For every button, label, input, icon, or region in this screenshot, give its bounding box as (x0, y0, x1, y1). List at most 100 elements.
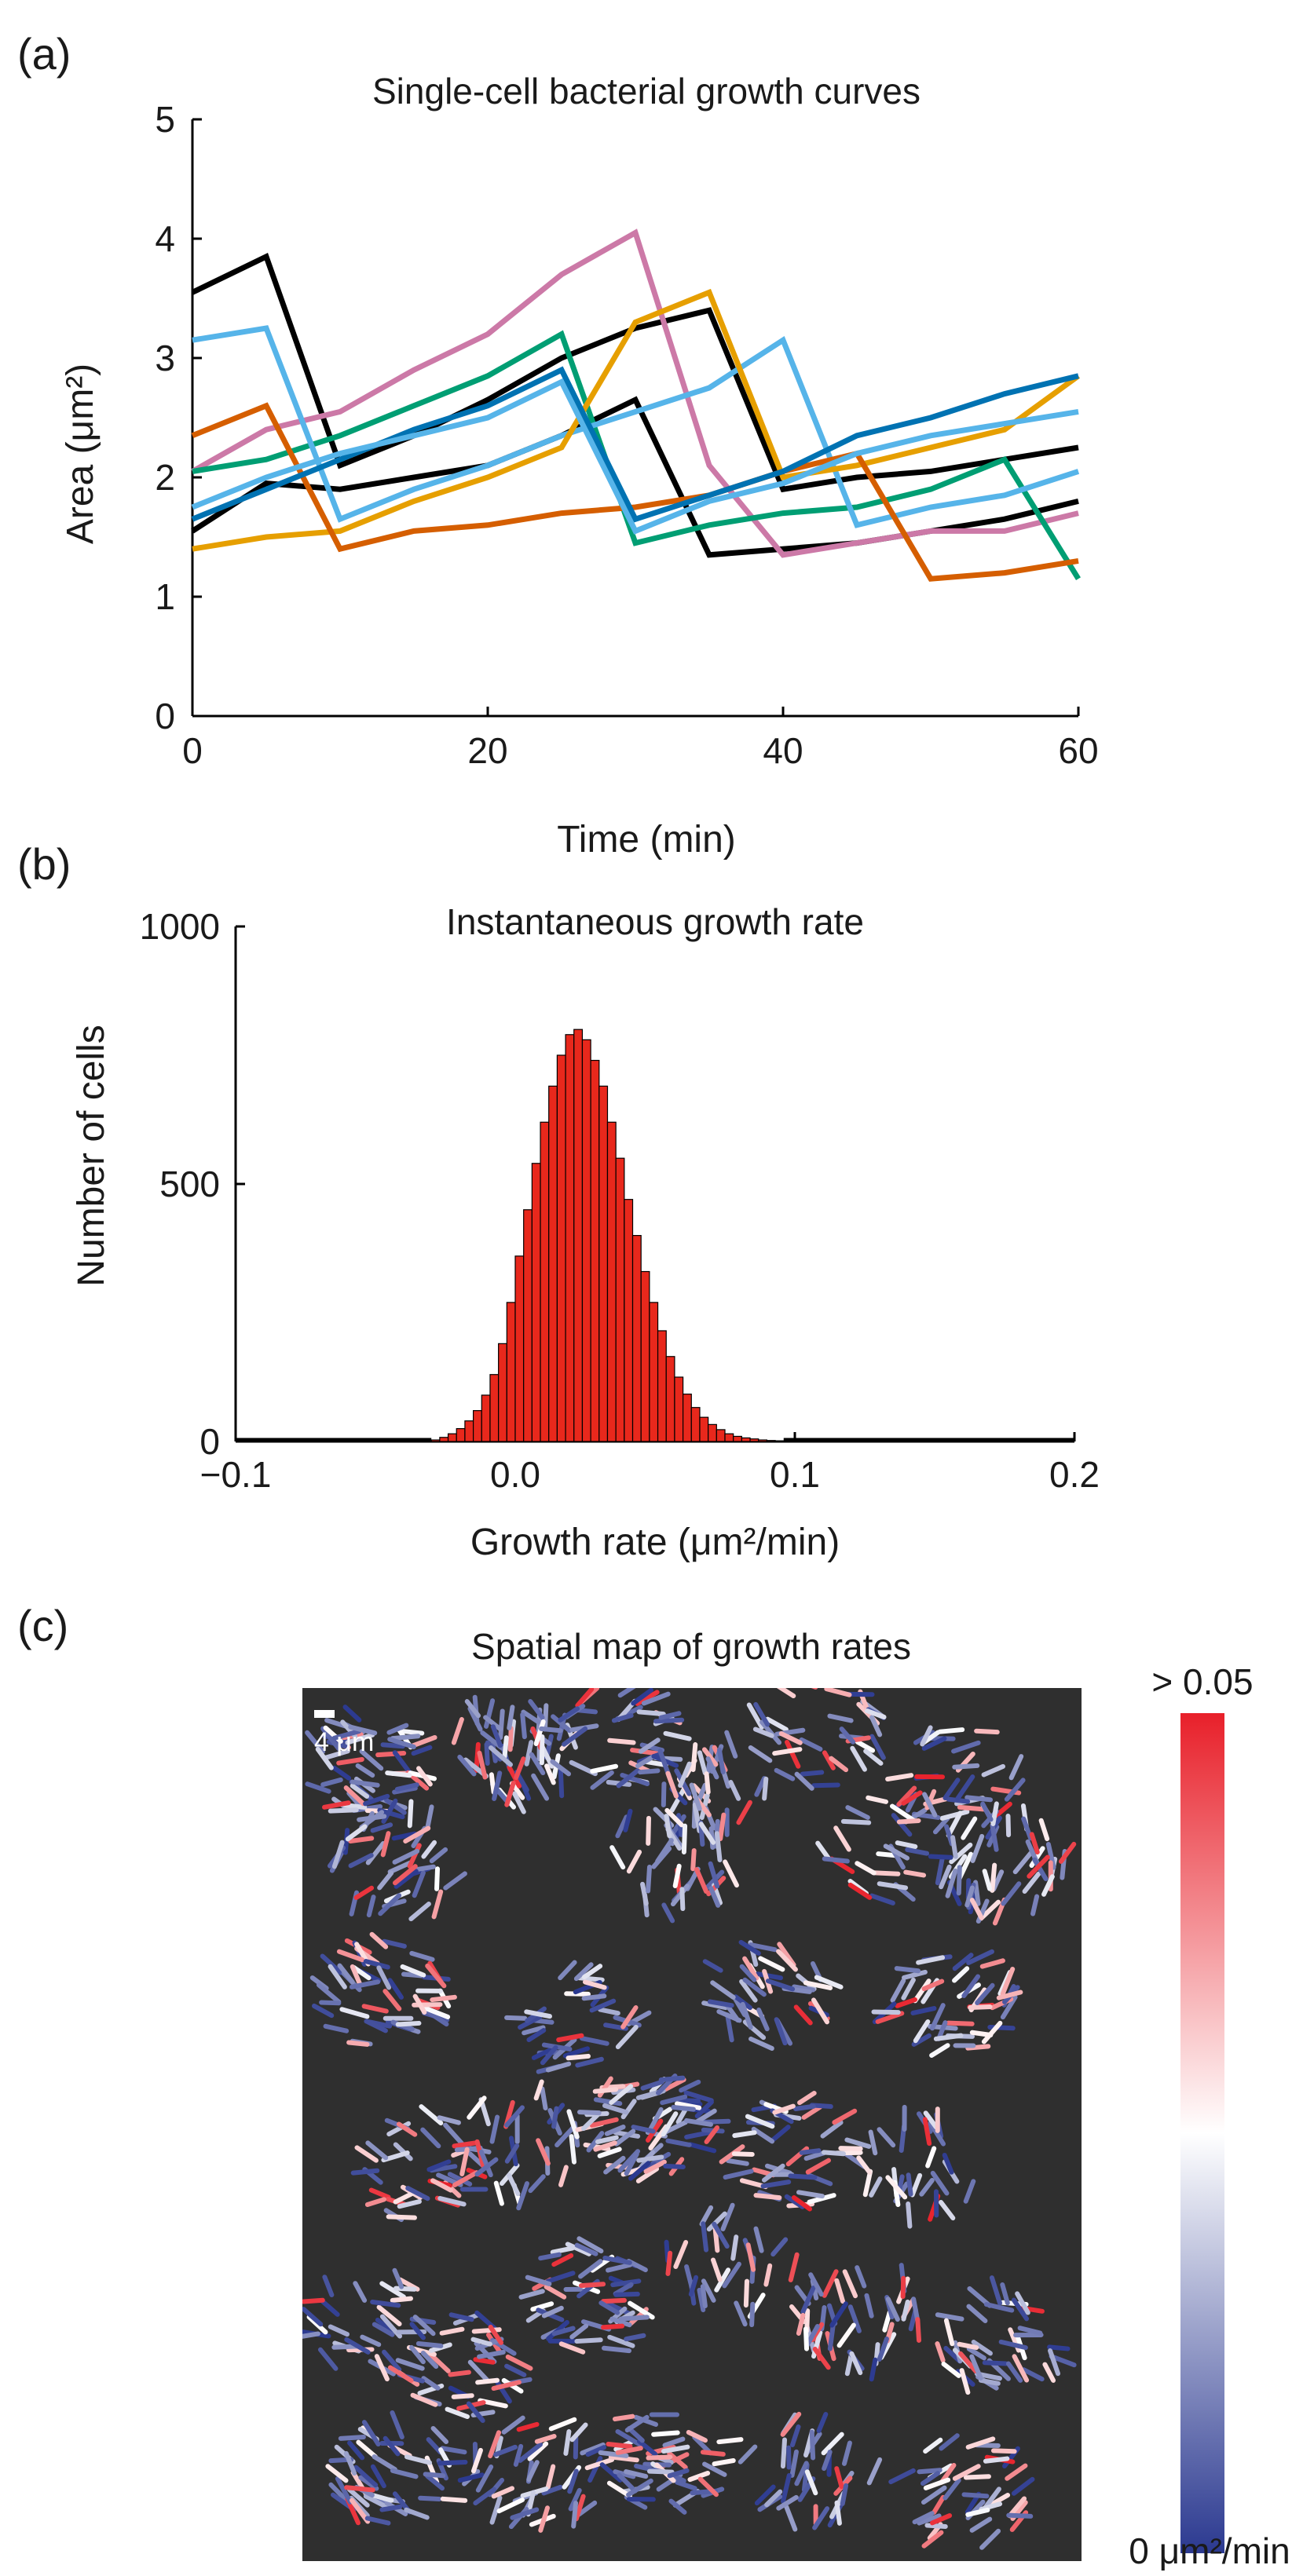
bacterium-cell (382, 2507, 400, 2510)
bacterium-cell (604, 2348, 629, 2351)
histogram-bar (700, 1417, 708, 1441)
bacterium-cell (756, 2195, 779, 2198)
bacterium-cell (837, 2503, 840, 2523)
bacterium-cell (906, 1873, 924, 1876)
panel-a-ytick-label: 3 (155, 338, 175, 378)
histogram-bar (540, 1122, 549, 1441)
bacterium-cell (454, 2395, 472, 2397)
bacterium-cell (353, 1782, 378, 1785)
bacterium-cell (609, 1741, 633, 1743)
histogram-bar (741, 1438, 750, 1441)
bacterium-cell (703, 2223, 706, 2249)
bacterium-cell (682, 1889, 683, 1909)
bacterium-cell (398, 2023, 419, 2025)
bacterium-cell (321, 2003, 339, 2004)
bacterium-cell (419, 2344, 441, 2346)
histogram-bar (574, 1029, 583, 1441)
bacterium-cell (648, 2457, 670, 2458)
bacterium-cell (783, 2439, 785, 2466)
bacterium-cell (410, 1801, 412, 1825)
bacterium-cell (733, 2237, 736, 2258)
histogram-bar (448, 1434, 457, 1441)
histogram-bar (691, 1408, 700, 1441)
bacterium-cell (487, 1745, 488, 1763)
bacterium-cell (573, 2503, 576, 2527)
bacterium-cell (639, 2157, 661, 2160)
bacterium-cell (790, 2176, 814, 2177)
bacterium-cell (621, 2317, 647, 2318)
bacterium-cell (478, 2381, 497, 2383)
bacterium-cell (359, 1816, 384, 1819)
bacterium-cell (542, 2088, 545, 2107)
panel-c-spatial-map: (c) Spatial map of growth rates 4 μm > 0… (17, 1601, 1290, 2571)
histogram-bar (524, 1210, 533, 1441)
bacterium-cell (346, 1830, 347, 1853)
panel-c-title: Spatial map of growth rates (471, 1626, 911, 1667)
bacterium-cell (584, 1996, 605, 1998)
bacterium-cell (976, 1731, 997, 1732)
panel-b-label: (b) (17, 839, 71, 889)
panel-a-line-chart: (a) Single-cell bacterial growth curves … (17, 29, 1099, 860)
bacterium-cell (948, 2023, 972, 2024)
histogram-bar (716, 1430, 725, 1441)
bacterium-cell (824, 2152, 844, 2154)
bacterium-cell (595, 2089, 616, 2092)
bacterium-cell (576, 2340, 600, 2341)
bacterium-cell (545, 1705, 546, 1729)
bacterium-cell (349, 2043, 367, 2044)
bacterium-cell (603, 2326, 622, 2328)
histogram-bar (507, 1303, 515, 1441)
bacterium-cell (903, 2278, 904, 2296)
map-background (302, 1688, 1082, 2561)
histogram-bar (565, 1035, 574, 1441)
bacterium-cell (387, 1773, 409, 1775)
bacterium-cell (843, 2486, 846, 2504)
bacterium-cell (522, 1715, 525, 1737)
bacterium-cell (970, 2007, 990, 2008)
bacterium-cell (908, 2204, 910, 2227)
bacterium-cell (840, 2148, 860, 2149)
bacterium-cell (565, 2432, 569, 2454)
bacterium-cell (959, 1867, 960, 1893)
histogram-bar (431, 1440, 440, 1441)
bacterium-cell (404, 1731, 422, 1733)
panel-b-xtick-label: 0.2 (1049, 1454, 1100, 1495)
bacterium-cell (603, 2300, 624, 2301)
histogram-bar (490, 1375, 499, 1441)
bacterium-cell (966, 2476, 989, 2477)
histogram-bar (675, 1377, 683, 1441)
bacterium-cell (720, 1815, 723, 1839)
histogram-bar (683, 1394, 692, 1441)
bacterium-cell (350, 1838, 372, 1841)
bacterium-cell (509, 1707, 512, 1728)
histogram-bar (515, 1256, 524, 1441)
panel-a-ytick-label: 0 (155, 696, 175, 736)
bacterium-cell (981, 2381, 998, 2384)
bacterium-cell (830, 2325, 833, 2348)
bacterium-cell (717, 1833, 720, 1860)
bacterium-cell (432, 1997, 455, 2000)
panel-a-ytick-label: 1 (155, 576, 175, 617)
bacterium-cell (897, 1968, 918, 1971)
bacterium-cell (734, 2132, 754, 2136)
bacterium-cell (719, 2439, 741, 2442)
histogram-bar (633, 1236, 642, 1441)
bacterium-cell (507, 2018, 525, 2019)
histogram-bar (658, 1331, 667, 1441)
bacterium-cell (793, 1679, 815, 1686)
bacterium-cell (615, 2417, 632, 2419)
colorbar-max-label: > 0.05 (1151, 1661, 1253, 1702)
bacterium-cell (303, 2300, 322, 2302)
panel-b-xtick-label: 0.0 (490, 1454, 540, 1495)
histogram-bar (557, 1055, 565, 1441)
bacterium-cell (378, 1753, 404, 1755)
histogram-bar (465, 1421, 474, 1441)
panel-a-ylabel: Area (μm²) (60, 364, 101, 544)
bacterium-cell (693, 1851, 694, 1869)
histogram-bar (549, 1086, 558, 1441)
bacterium-cell (703, 2286, 705, 2306)
panel-a-ytick-label: 2 (155, 457, 175, 498)
bacterium-cell (873, 2012, 898, 2013)
panel-c-label: (c) (17, 1601, 68, 1650)
